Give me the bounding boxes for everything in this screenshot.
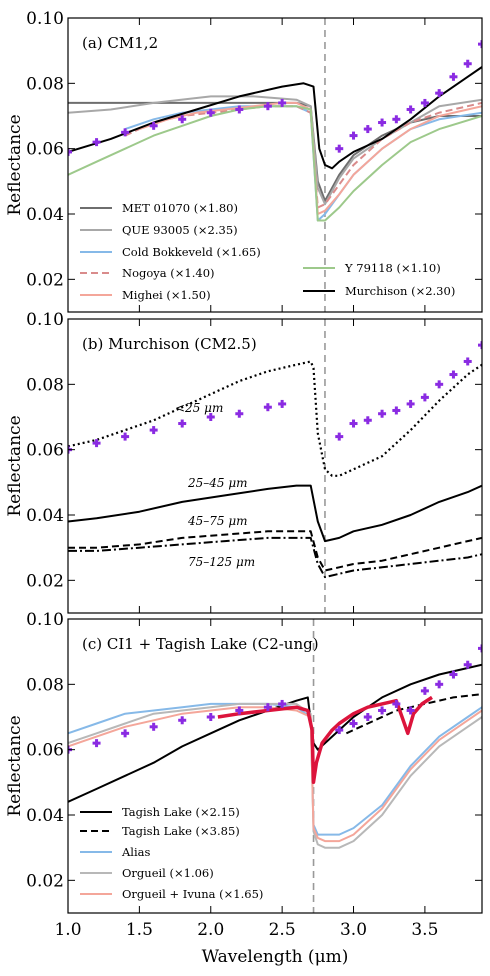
series-line xyxy=(68,66,482,170)
series-line xyxy=(68,484,482,543)
plot-area xyxy=(68,319,482,613)
y-tick-label: 0.10 xyxy=(26,9,64,29)
y-axis-label: Reflectance xyxy=(5,715,25,816)
series-line xyxy=(68,536,482,579)
y-tick-label: 0.02 xyxy=(26,871,64,891)
x-tick-label: 3.0 xyxy=(340,920,367,940)
panel-1: 0.02 0.04 0.06 0.08 0.10 Reflectance (a) CM1,2… xyxy=(5,9,483,313)
purple-data-series xyxy=(68,40,482,156)
y-tick-label: 0.02 xyxy=(26,270,64,290)
y-tick-label: 0.06 xyxy=(26,741,64,761)
y-axis-label: Reflectance xyxy=(5,415,25,516)
x-tick-label: 1.5 xyxy=(126,920,153,940)
legend-label: Alias xyxy=(121,845,151,859)
legend-label: Y 79118 (×1.10) xyxy=(344,261,441,275)
y-tick-label: 0.04 xyxy=(26,806,64,826)
legend-label: Orgueil + Ivuna (×1.65) xyxy=(122,887,263,901)
y-tick-label: 0.08 xyxy=(26,74,64,94)
series-line xyxy=(68,530,482,572)
size-annotation: 25–45 μm xyxy=(187,476,248,490)
size-annotation: <25 μm xyxy=(175,401,223,415)
legend-label: Tagish Lake (×2.15) xyxy=(122,805,240,819)
legend: Tagish Lake (×2.15) Tagish Lake (×3.85) Al… xyxy=(80,805,263,901)
plot-area xyxy=(68,18,482,312)
panel-title: (a) CM1,2 xyxy=(82,34,158,52)
y-tick-label: 0.02 xyxy=(26,571,64,591)
legend-label: Orgueil (×1.06) xyxy=(122,866,214,880)
legend-label: Nogoya (×1.40) xyxy=(122,266,215,280)
legend-label: QUE 93005 (×2.35) xyxy=(122,223,238,237)
y-tick-label: 0.06 xyxy=(26,441,64,461)
panel-2: 0.02 0.04 0.06 0.08 0.10 Reflectance (b) Murch… xyxy=(5,310,483,614)
legend-label: Cold Bokkeveld (×1.65) xyxy=(122,245,261,259)
y-tick-label: 0.04 xyxy=(26,205,64,225)
y-tick-label: 0.06 xyxy=(26,140,64,160)
y-axis-label: Reflectance xyxy=(5,114,25,215)
purple-data-series xyxy=(68,341,482,454)
x-axis-label: Wavelength (μm) xyxy=(202,947,349,967)
size-annotation: 45–75 μm xyxy=(187,514,248,528)
series-line xyxy=(124,101,482,209)
legend-label: MET 01070 (×1.80) xyxy=(122,201,238,215)
panel-3: 1.0 1.5 2.0 2.5 3.0 3.5 0.02 0.04 0.06 0.08 0.10 Re… xyxy=(5,610,483,940)
y-tick-label: 0.08 xyxy=(26,675,64,695)
y-tick-label: 0.10 xyxy=(26,310,64,330)
x-tick-label: 2.5 xyxy=(269,920,296,940)
series-line xyxy=(217,695,433,785)
series-line xyxy=(68,663,482,803)
series-line xyxy=(68,95,482,206)
axes-frame xyxy=(67,318,483,614)
series-line xyxy=(68,360,482,477)
x-tick-label: 3.5 xyxy=(411,920,438,940)
legend: MET 01070 (×1.80) QUE 93005 (×2.35) Cold B… xyxy=(80,201,455,302)
series-line xyxy=(68,105,482,222)
purple-data-series xyxy=(68,644,482,754)
panel-title: (b) Murchison (CM2.5) xyxy=(82,335,257,353)
size-annotation: 75–125 μm xyxy=(188,555,255,569)
legend-label: Mighei (×1.50) xyxy=(122,288,211,302)
y-tick-label: 0.04 xyxy=(26,506,64,526)
axes-frame xyxy=(67,17,483,313)
y-tick-label: 0.08 xyxy=(26,375,64,395)
panel-title: (c) CI1 + Tagish Lake (C2-ung) xyxy=(82,635,319,653)
axes-frame xyxy=(67,618,483,914)
legend-label: Murchison (×2.30) xyxy=(345,284,455,298)
panels: 0.02 0.04 0.06 0.08 0.10 Reflectance (a) CM1,2… xyxy=(5,9,483,940)
x-tick-label: 2.0 xyxy=(197,920,224,940)
x-tick-label: 1.0 xyxy=(54,920,81,940)
plot-area xyxy=(68,619,482,913)
legend-label: Tagish Lake (×3.85) xyxy=(122,824,240,838)
y-tick-label: 0.10 xyxy=(26,610,64,630)
